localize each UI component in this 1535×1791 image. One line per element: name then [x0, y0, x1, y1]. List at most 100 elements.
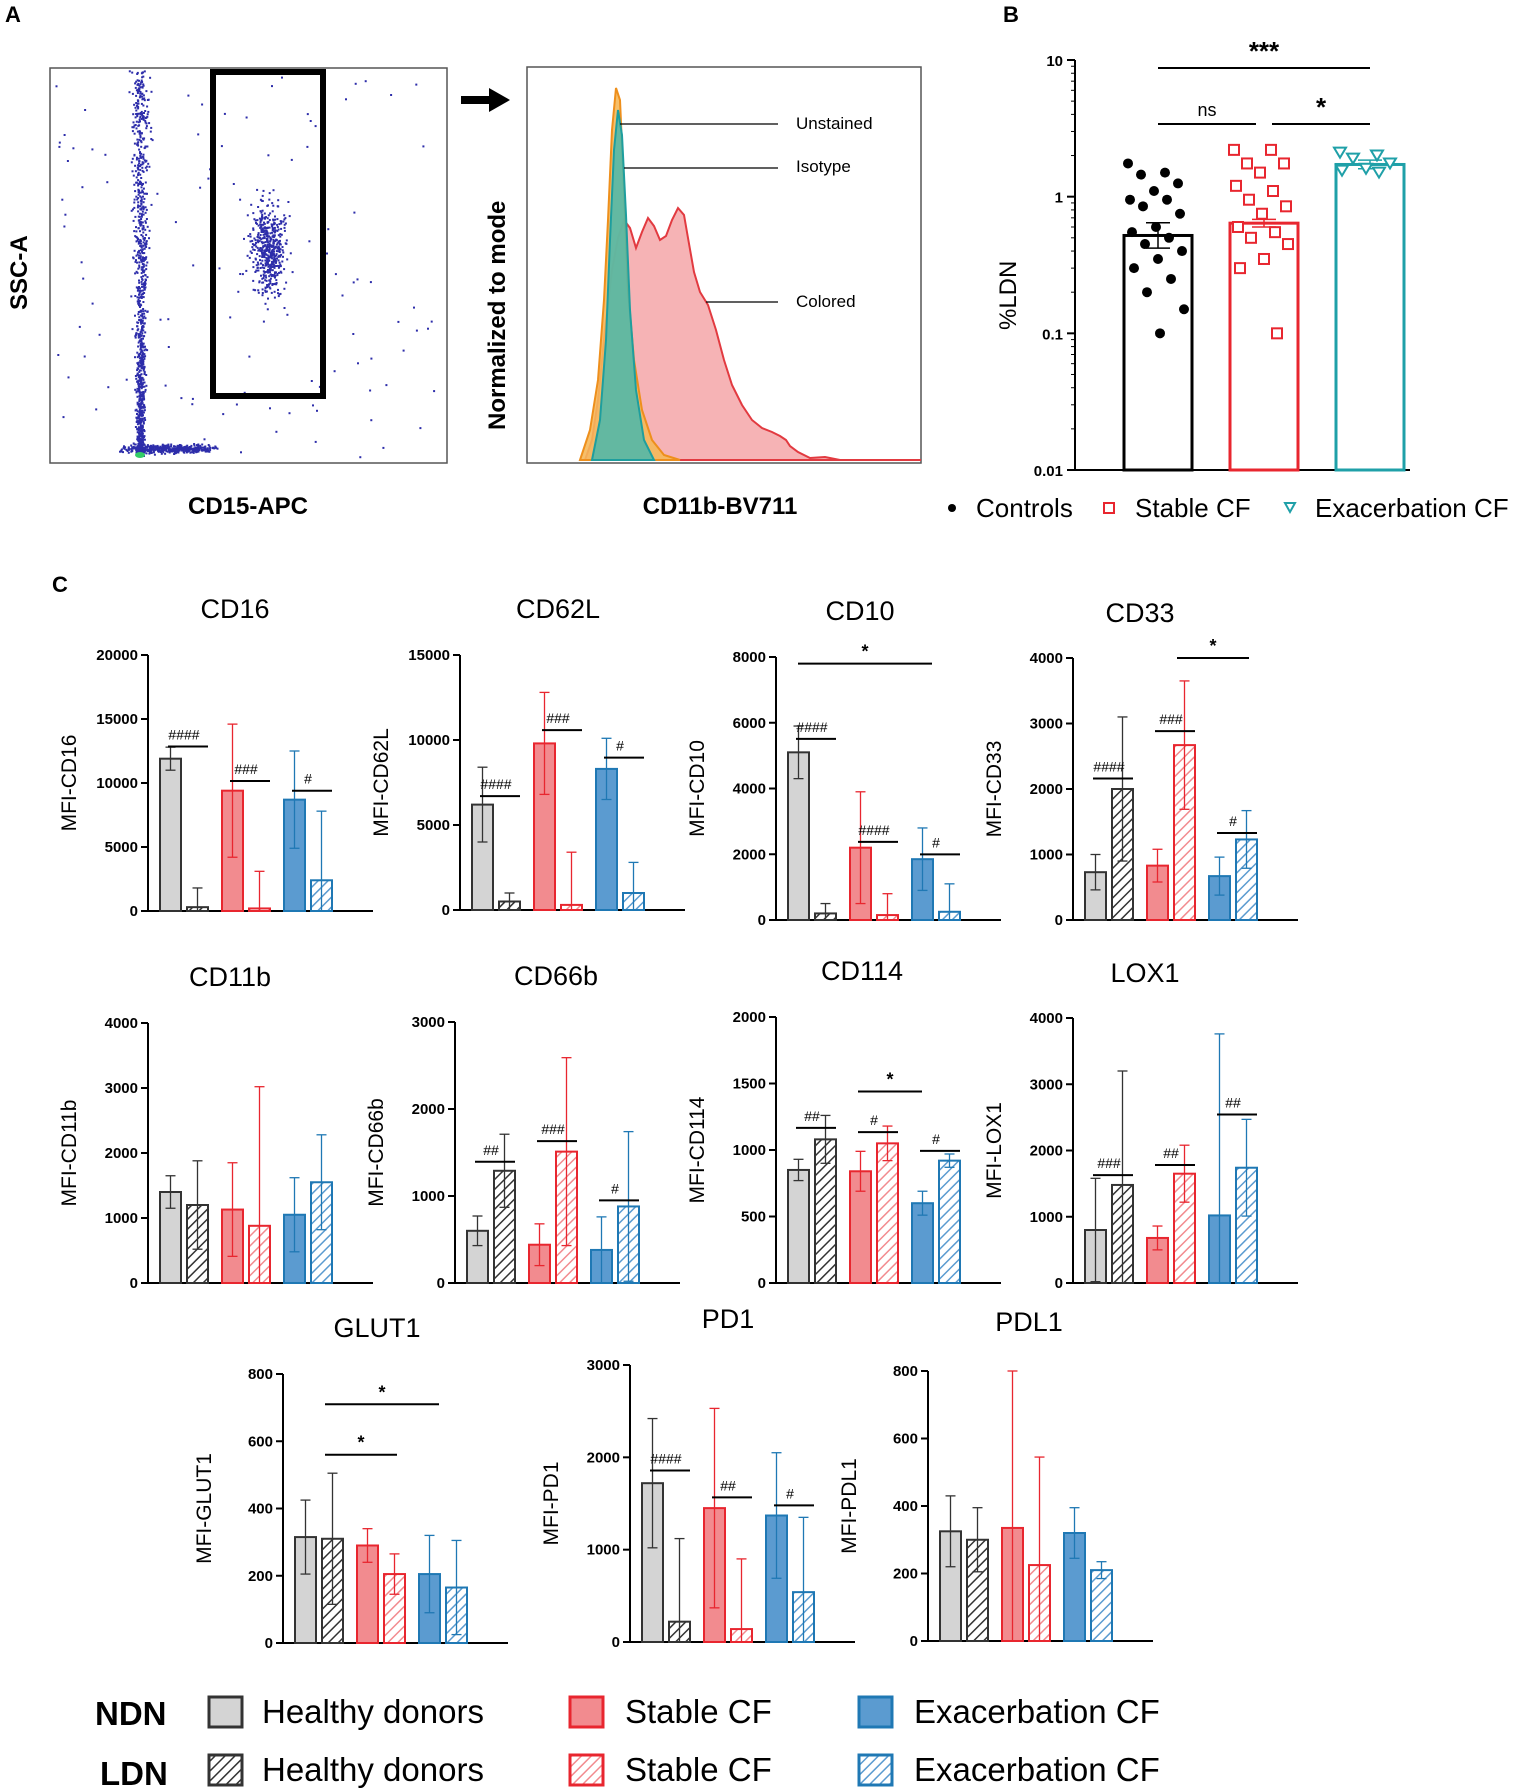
event-dot — [208, 450, 211, 453]
gate-rectangle — [210, 69, 326, 399]
event-dot — [278, 248, 281, 251]
event-dot — [140, 391, 143, 394]
event-dot — [189, 446, 192, 449]
event-dot — [353, 211, 356, 214]
event-dot — [141, 268, 144, 271]
event-dot — [268, 248, 271, 251]
event-dot — [144, 110, 147, 112]
event-dot — [141, 386, 143, 389]
event-dot — [147, 162, 150, 165]
event-dot — [352, 281, 355, 284]
b-point-control — [1136, 169, 1146, 180]
event-dot — [137, 141, 140, 144]
event-dot — [162, 451, 165, 454]
event-dot — [152, 444, 155, 447]
event-dot — [275, 282, 278, 284]
event-dot — [122, 451, 124, 454]
event-dot — [141, 419, 144, 422]
event-dot — [278, 265, 281, 268]
event-dot — [186, 444, 189, 447]
event-dot — [142, 317, 145, 320]
event-dot — [141, 289, 144, 292]
event-dot — [139, 393, 142, 396]
event-dot — [266, 221, 269, 224]
b-point-control — [1127, 227, 1137, 238]
event-dot — [256, 219, 259, 222]
event-dot — [136, 143, 139, 146]
event-dot — [138, 316, 141, 319]
event-dot — [264, 290, 267, 293]
event-dot — [260, 199, 263, 202]
y-tick-label: 400 — [248, 1501, 273, 1518]
event-dot — [143, 247, 146, 250]
event-dot — [266, 284, 269, 286]
event-dot — [206, 447, 209, 450]
event-dot — [138, 162, 141, 165]
event-dot — [138, 292, 141, 295]
event-dot — [144, 419, 147, 421]
event-dot — [57, 354, 60, 356]
event-dot — [262, 270, 265, 273]
event-dot — [144, 282, 147, 285]
hash-sig-label: ## — [720, 1477, 736, 1493]
event-dot — [137, 121, 140, 124]
b-sig-label: ns — [1197, 100, 1216, 120]
event-dot — [149, 76, 152, 79]
y-tick-label: 0 — [1055, 912, 1063, 929]
event-dot — [143, 288, 146, 291]
event-dot — [127, 451, 130, 454]
event-dot — [138, 409, 141, 411]
event-dot — [273, 290, 276, 293]
legend-stable: Stable CF — [1135, 493, 1251, 523]
event-dot — [133, 142, 136, 145]
event-dot — [257, 224, 260, 227]
event-dot — [182, 448, 185, 451]
bar-ndn — [159, 757, 182, 912]
event-dot — [185, 445, 188, 448]
event-dot — [137, 179, 140, 182]
event-dot — [139, 154, 142, 157]
event-dot — [144, 166, 147, 169]
event-dot — [142, 205, 145, 208]
event-dot — [137, 379, 140, 382]
b-point-stable — [1271, 327, 1283, 340]
event-dot — [137, 382, 140, 385]
event-dot — [271, 224, 274, 227]
event-dot — [137, 429, 140, 432]
event-dot — [150, 445, 153, 448]
event-dot — [141, 350, 144, 353]
event-dot — [271, 245, 274, 247]
event-dot — [354, 82, 357, 85]
event-dot — [369, 281, 372, 284]
event-dot — [279, 263, 282, 266]
event-dot — [191, 447, 194, 450]
event-dot — [139, 396, 142, 398]
event-dot — [141, 189, 144, 192]
event-dot — [158, 448, 160, 451]
event-dot — [223, 112, 226, 115]
event-dot — [139, 314, 142, 317]
event-dot — [139, 321, 142, 323]
event-dot — [240, 451, 242, 454]
event-dot — [130, 448, 133, 450]
event-dot — [133, 103, 136, 106]
event-dot — [104, 153, 107, 156]
event-dot — [138, 374, 141, 377]
event-dot — [245, 269, 248, 272]
event-dot — [276, 218, 279, 221]
event-dot — [144, 242, 146, 245]
chart-title: CD114 — [821, 956, 903, 986]
event-dot — [199, 447, 202, 450]
event-dot — [261, 217, 264, 220]
event-dot — [141, 227, 144, 230]
chart-title: CD62L — [516, 594, 600, 624]
event-dot — [143, 353, 146, 356]
event-dot — [139, 433, 142, 436]
event-dot — [191, 403, 194, 406]
event-dot — [142, 138, 145, 141]
event-dot — [131, 328, 134, 331]
event-dot — [142, 153, 145, 156]
event-dot — [138, 411, 141, 414]
event-dot — [64, 213, 67, 216]
event-dot — [135, 226, 137, 229]
